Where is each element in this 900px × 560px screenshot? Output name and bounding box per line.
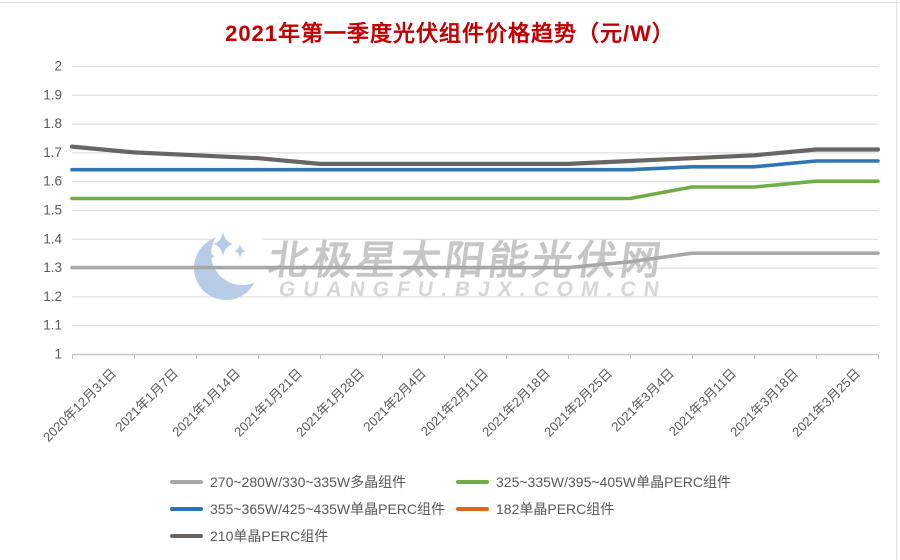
legend-swatch-3 [456, 507, 489, 511]
series-line-4 [69, 144, 881, 166]
y-axis-label: 1.6 [43, 174, 62, 189]
y-axis-label: 1.1 [43, 318, 62, 333]
series-line-1 [70, 179, 880, 201]
legend-item-4: 210单晶PERC组件 [170, 526, 456, 546]
legend-label-0: 270~280W/330~335W多晶组件 [210, 474, 407, 490]
page-border-top [0, 2, 900, 3]
y-axis-label: 1.7 [43, 145, 62, 160]
legend-label-4: 210单晶PERC组件 [210, 528, 329, 544]
legend-swatch-0 [170, 480, 203, 484]
chart-title: 2021年第一季度光伏组件价格趋势（元/W） [225, 21, 675, 46]
y-axis-label: 1.8 [43, 116, 62, 131]
legend-swatch-1 [456, 480, 489, 484]
legend-label-1: 325~335W/395~405W单晶PERC组件 [496, 474, 731, 490]
y-axis-label: 1.9 [43, 87, 62, 102]
legend-swatch-4 [170, 534, 203, 538]
legend-swatch-2 [170, 507, 203, 511]
legend-item-3: 182单晶PERC组件 [456, 499, 731, 519]
legend-item-2: 355~365W/425~435W单晶PERC组件 [170, 499, 456, 519]
legend-item-1: 325~335W/395~405W单晶PERC组件 [456, 472, 731, 492]
legend-item-0: 270~280W/330~335W多晶组件 [170, 472, 456, 492]
series-line-2 [70, 159, 880, 172]
legend-label-2: 355~365W/425~435W单晶PERC组件 [210, 501, 445, 517]
y-axis-label: 1.4 [43, 231, 62, 246]
y-axis-label: 1.2 [43, 289, 62, 304]
legend-label-3: 182单晶PERC组件 [496, 501, 615, 517]
chart-legend: 270~280W/330~335W多晶组件 325~335W/395~405W单晶… [170, 472, 731, 546]
y-axis-label: 1.5 [43, 203, 62, 218]
y-axis-label: 2 [54, 59, 62, 74]
y-axis-label: 1 [54, 347, 62, 362]
y-axis-label: 1.3 [43, 260, 62, 275]
series-line-0 [70, 251, 880, 270]
page-border-right [896, 0, 897, 560]
